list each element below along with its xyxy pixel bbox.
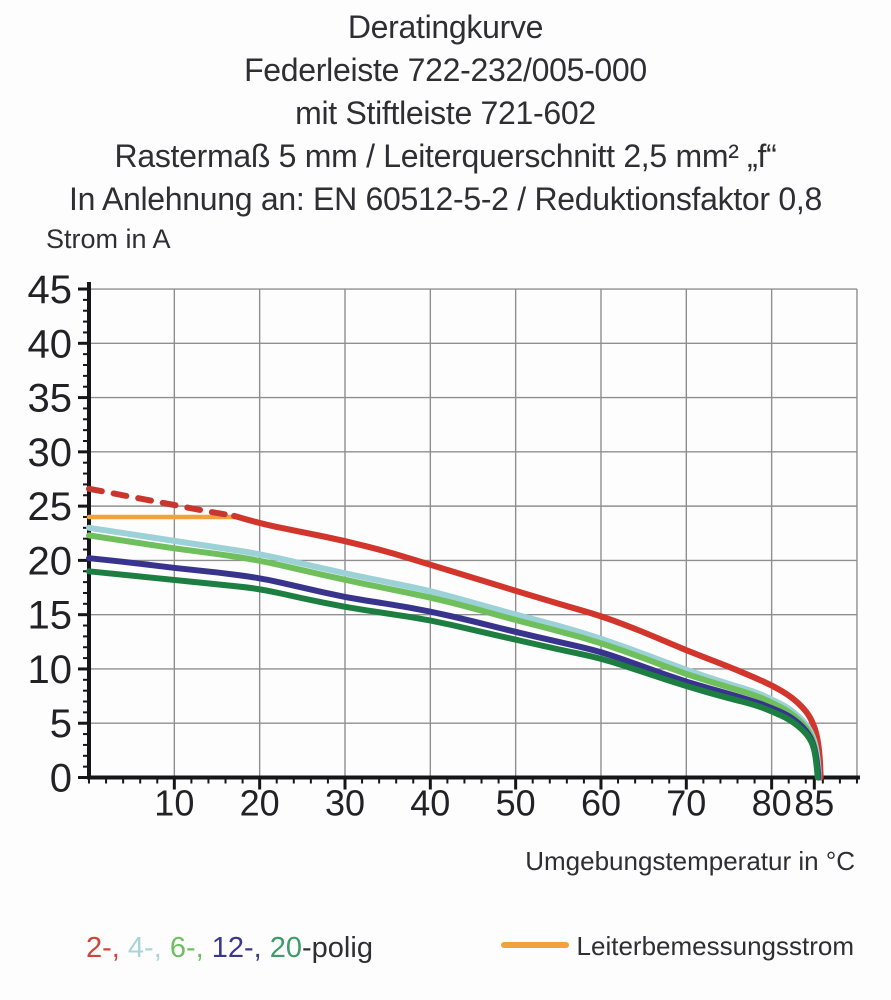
x-tick-label: 80 xyxy=(752,783,792,824)
pole-legend-item-5: -polig xyxy=(302,932,373,964)
y-tick-label: 0 xyxy=(50,757,72,801)
x-tick-label: 20 xyxy=(240,783,280,824)
x-tick-label: 10 xyxy=(154,783,194,824)
pole-legend-item-2: 6-, xyxy=(169,932,212,964)
y-tick-label: 30 xyxy=(28,431,73,475)
x-tick-label: 70 xyxy=(666,783,706,824)
curve-4-polig xyxy=(86,524,822,781)
y-tick-label: 35 xyxy=(28,377,73,421)
y-tick-label: 40 xyxy=(28,322,73,366)
y-tick-label: 20 xyxy=(28,539,73,583)
curve-2-polig-gestrichelt xyxy=(86,485,238,519)
pole-legend: 2-, 4-, 6-, 12-, 20-polig xyxy=(86,932,373,965)
curve-2-polig xyxy=(231,512,824,781)
x-axis-title: Umgebungstemperatur in °C xyxy=(525,846,855,876)
y-tick-label: 5 xyxy=(50,702,72,746)
title-line-1: Deratingkurve xyxy=(347,9,544,45)
rated-current-legend-label: Leiterbemessungsstrom xyxy=(576,931,854,961)
title-line-4: Rastermaß 5 mm / Leiterquerschnitt 2,5 m… xyxy=(114,138,777,174)
title-line-3: mit Stiftleiste 721-602 xyxy=(295,95,596,131)
x-tick-label: 40 xyxy=(410,783,450,824)
y-tick-label: 15 xyxy=(28,594,73,638)
pole-legend-item-3: 12-, xyxy=(211,932,270,964)
pole-legend-item-1: 4-, xyxy=(127,932,170,964)
y-tick-label: 10 xyxy=(28,648,73,692)
rated-current-line-swatch xyxy=(501,942,569,948)
x-tick-label: 50 xyxy=(496,783,536,824)
y-axis-title: Strom in A xyxy=(46,224,171,254)
x-tick-label: 60 xyxy=(581,783,621,824)
pole-legend-item-0: 2-, xyxy=(86,932,128,964)
y-tick-label: 25 xyxy=(28,485,73,529)
title-line-2: Federleiste 722-232/005-000 xyxy=(244,52,647,88)
x-tick-label: 85 xyxy=(794,783,834,824)
curve-20-polig xyxy=(86,568,821,781)
pole-legend-item-4: 20 xyxy=(269,932,303,964)
title-line-5: In Anlehnung an: EN 60512-5-2 / Reduktio… xyxy=(69,181,822,217)
chart-title-block: Deratingkurve Federleiste 722-232/005-00… xyxy=(0,6,891,221)
y-tick-label: 45 xyxy=(28,268,73,312)
x-tick-label: 30 xyxy=(325,783,365,824)
curve-12-polig xyxy=(86,555,822,781)
